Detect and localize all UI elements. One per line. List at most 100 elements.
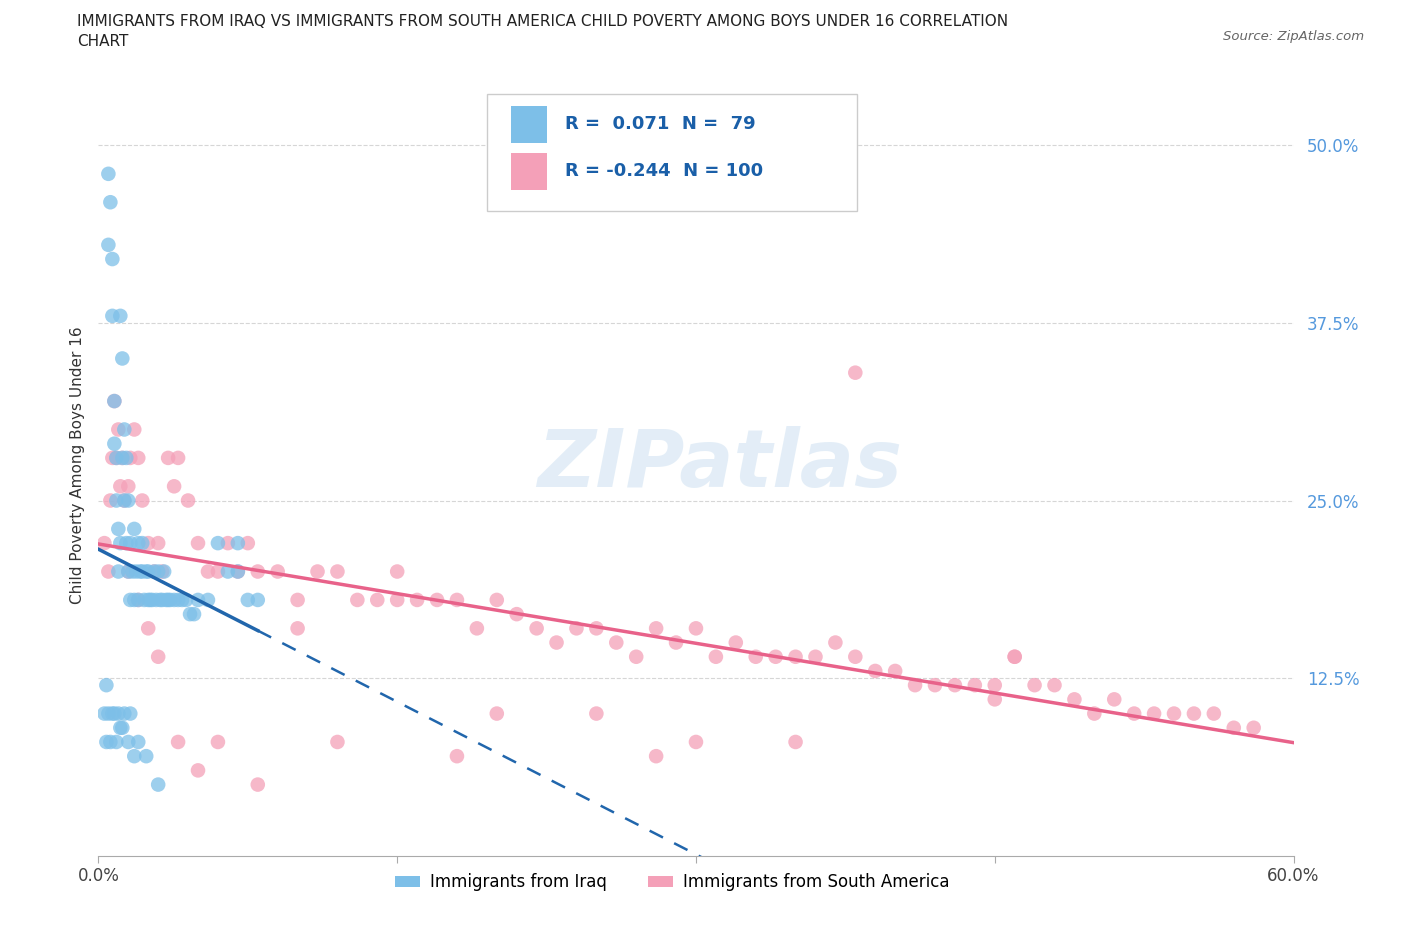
- Text: ZIPatlas: ZIPatlas: [537, 426, 903, 504]
- Point: [287, 592, 309, 607]
- Point: [127, 450, 149, 465]
- Point: [963, 678, 986, 693]
- Point: [120, 536, 142, 551]
- Point: [884, 663, 907, 678]
- Point: [406, 592, 429, 607]
- Point: [97, 237, 120, 252]
- Point: [1104, 692, 1126, 707]
- Point: [197, 592, 219, 607]
- Point: [105, 735, 128, 750]
- Point: [127, 592, 149, 607]
- Point: [984, 678, 1007, 693]
- Point: [172, 592, 194, 607]
- Point: [207, 536, 229, 551]
- Point: [110, 536, 132, 551]
- Point: [804, 649, 827, 664]
- Point: [526, 621, 548, 636]
- Point: [93, 536, 115, 551]
- Point: [136, 565, 159, 579]
- Point: [98, 735, 122, 750]
- Point: [135, 749, 157, 764]
- Point: [96, 735, 118, 750]
- Point: [226, 536, 249, 551]
- Point: [110, 721, 132, 736]
- Point: [120, 450, 142, 465]
- Point: [267, 565, 290, 579]
- Point: [117, 735, 139, 750]
- Point: [136, 536, 159, 551]
- Point: [98, 493, 122, 508]
- Point: [127, 735, 149, 750]
- Point: [1024, 678, 1046, 693]
- Point: [326, 735, 349, 750]
- Text: R = -0.244  N = 100: R = -0.244 N = 100: [565, 162, 762, 180]
- Point: [135, 565, 157, 579]
- Point: [97, 706, 120, 721]
- Point: [174, 592, 197, 607]
- Point: [626, 649, 648, 664]
- Point: [943, 678, 966, 693]
- Point: [105, 450, 128, 465]
- Point: [585, 706, 607, 721]
- Point: [163, 592, 186, 607]
- Point: [112, 706, 135, 721]
- Point: [207, 735, 229, 750]
- Point: [110, 309, 132, 324]
- Point: [246, 565, 269, 579]
- Point: [111, 450, 134, 465]
- Point: [546, 635, 568, 650]
- Point: [121, 565, 143, 579]
- Point: [101, 309, 124, 324]
- Point: [183, 606, 205, 621]
- Point: [103, 706, 125, 721]
- Point: [136, 592, 159, 607]
- Point: [904, 678, 927, 693]
- Point: [134, 592, 156, 607]
- Point: [120, 706, 142, 721]
- Point: [785, 735, 807, 750]
- Point: [506, 606, 529, 621]
- Point: [148, 536, 170, 551]
- Point: [685, 621, 707, 636]
- Point: [117, 493, 139, 508]
- Point: [1043, 678, 1066, 693]
- Point: [446, 592, 468, 607]
- Point: [287, 621, 309, 636]
- Point: [984, 692, 1007, 707]
- Point: [177, 493, 200, 508]
- Point: [824, 635, 846, 650]
- Point: [1063, 692, 1085, 707]
- Point: [120, 592, 142, 607]
- Point: [385, 592, 409, 607]
- Point: [141, 592, 163, 607]
- Point: [127, 536, 149, 551]
- Point: [117, 565, 139, 579]
- Point: [485, 592, 508, 607]
- Point: [103, 393, 125, 408]
- Point: [124, 422, 146, 437]
- FancyBboxPatch shape: [510, 106, 547, 143]
- Point: [226, 565, 249, 579]
- Point: [107, 422, 129, 437]
- Point: [585, 621, 607, 636]
- Point: [426, 592, 449, 607]
- Point: [167, 450, 190, 465]
- Point: [112, 493, 135, 508]
- Point: [1004, 649, 1026, 664]
- Point: [159, 592, 181, 607]
- Point: [605, 635, 627, 650]
- Point: [127, 592, 149, 607]
- Point: [148, 565, 170, 579]
- Point: [246, 777, 269, 792]
- Point: [307, 565, 329, 579]
- Point: [485, 706, 508, 721]
- Point: [346, 592, 368, 607]
- Point: [105, 493, 128, 508]
- Point: [217, 565, 239, 579]
- Point: [226, 565, 249, 579]
- Point: [105, 450, 128, 465]
- FancyBboxPatch shape: [486, 94, 858, 211]
- Point: [167, 592, 190, 607]
- Point: [101, 252, 124, 267]
- Point: [143, 565, 166, 579]
